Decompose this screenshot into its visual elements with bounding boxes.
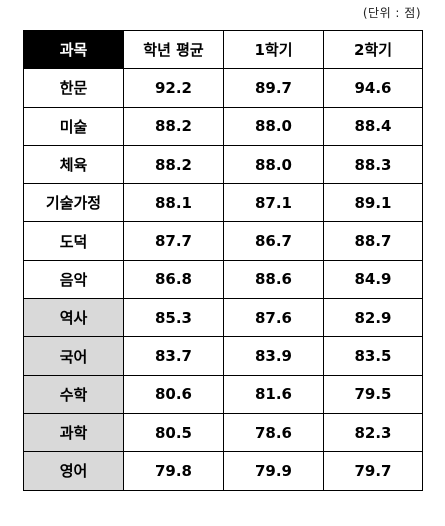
table-row: 체육 88.2 88.0 88.3 — [23, 144, 423, 185]
unit-note: (단위 : 점) — [362, 6, 421, 20]
semester-1-cell: 79.9 — [223, 451, 324, 491]
semester-1-cell: 78.6 — [223, 412, 324, 453]
semester-2-cell: 82.3 — [323, 412, 423, 453]
semester-2-cell: 82.9 — [323, 298, 423, 338]
score-table: 과목 학년 평균 1학기 2학기 한문 92.2 89.7 94.6 미술 88… — [23, 29, 423, 491]
subject-cell: 과학 — [23, 412, 124, 453]
semester-2-cell: 88.3 — [323, 144, 423, 185]
table-row: 한문 92.2 89.7 94.6 — [23, 68, 423, 108]
semester-1-cell: 87.1 — [223, 183, 324, 223]
semester-1-cell: 86.7 — [223, 221, 324, 261]
semester-2-cell: 89.1 — [323, 183, 423, 223]
semester-1-cell: 81.6 — [223, 374, 324, 414]
table-row: 과학 80.5 78.6 82.3 — [23, 412, 423, 453]
semester-2-cell: 83.5 — [323, 336, 423, 376]
subject-cell: 한문 — [23, 68, 124, 108]
semester-1-cell: 88.6 — [223, 259, 324, 300]
header-subject: 과목 — [23, 29, 124, 70]
semester-1-cell: 89.7 — [223, 68, 324, 108]
semester-2-cell: 79.5 — [323, 374, 423, 414]
semester-2-cell: 94.6 — [323, 68, 423, 108]
table-row: 수학 80.6 81.6 79.5 — [23, 374, 423, 414]
year-average-cell: 92.2 — [123, 68, 224, 108]
table-row: 음악 86.8 88.6 84.9 — [23, 259, 423, 300]
table-body: 한문 92.2 89.7 94.6 미술 88.2 88.0 88.4 체육 8… — [23, 68, 423, 491]
table-row: 국어 83.7 83.9 83.5 — [23, 336, 423, 376]
year-average-cell: 85.3 — [123, 298, 224, 338]
semester-1-cell: 88.0 — [223, 144, 324, 185]
semester-2-cell: 88.7 — [323, 221, 423, 261]
year-average-cell: 86.8 — [123, 259, 224, 300]
year-average-cell: 83.7 — [123, 336, 224, 376]
year-average-cell: 79.8 — [123, 451, 224, 491]
header-semester-1: 1학기 — [223, 29, 324, 70]
table-row: 영어 79.8 79.9 79.7 — [23, 451, 423, 491]
year-average-cell: 88.2 — [123, 106, 224, 146]
subject-cell: 수학 — [23, 374, 124, 414]
year-average-cell: 80.6 — [123, 374, 224, 414]
table-header: 과목 학년 평균 1학기 2학기 — [23, 29, 423, 70]
semester-2-cell: 84.9 — [323, 259, 423, 300]
year-average-cell: 80.5 — [123, 412, 224, 453]
year-average-cell: 87.7 — [123, 221, 224, 261]
subject-cell: 기술가정 — [23, 183, 124, 223]
table-row: 기술가정 88.1 87.1 89.1 — [23, 183, 423, 223]
subject-cell: 미술 — [23, 106, 124, 146]
table-row: 역사 85.3 87.6 82.9 — [23, 298, 423, 338]
year-average-cell: 88.1 — [123, 183, 224, 223]
table-row: 도덕 87.7 86.7 88.7 — [23, 221, 423, 261]
year-average-cell: 88.2 — [123, 144, 224, 185]
subject-cell: 음악 — [23, 259, 124, 300]
subject-cell: 영어 — [23, 451, 124, 491]
semester-1-cell: 87.6 — [223, 298, 324, 338]
subject-cell: 역사 — [23, 298, 124, 338]
semester-2-cell: 88.4 — [323, 106, 423, 146]
subject-cell: 체육 — [23, 144, 124, 185]
semester-2-cell: 79.7 — [323, 451, 423, 491]
header-year-average: 학년 평균 — [123, 29, 224, 70]
table-row: 미술 88.2 88.0 88.4 — [23, 106, 423, 146]
semester-1-cell: 88.0 — [223, 106, 324, 146]
semester-1-cell: 83.9 — [223, 336, 324, 376]
subject-cell: 국어 — [23, 336, 124, 376]
subject-cell: 도덕 — [23, 221, 124, 261]
header-row: 과목 학년 평균 1학기 2학기 — [23, 29, 423, 70]
header-semester-2: 2학기 — [323, 29, 423, 70]
